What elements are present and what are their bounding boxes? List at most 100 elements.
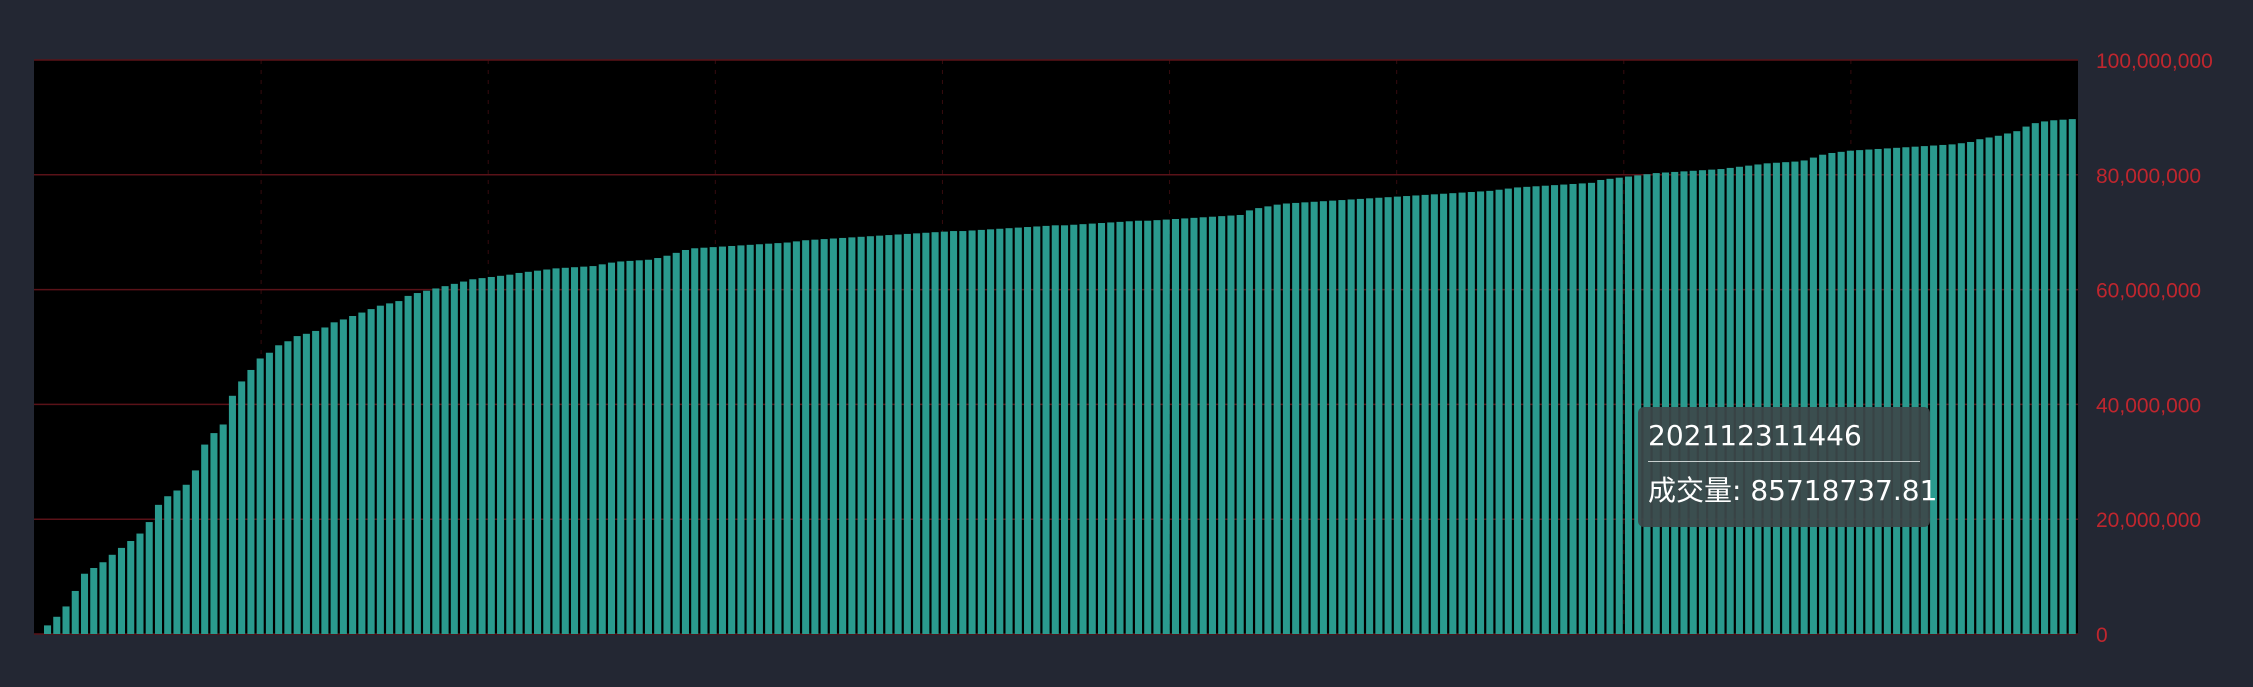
bar[interactable] (80, 573, 89, 634)
bar[interactable] (1162, 219, 1170, 634)
bar[interactable] (1477, 191, 1485, 634)
bar[interactable] (1652, 173, 1660, 634)
bar[interactable] (1846, 150, 1854, 634)
bar[interactable] (154, 504, 162, 634)
bar[interactable] (1883, 148, 1891, 634)
bar[interactable] (1994, 135, 2002, 634)
bar[interactable] (201, 444, 209, 634)
bar[interactable] (330, 322, 338, 634)
bar[interactable] (1282, 203, 1290, 635)
bar[interactable] (284, 341, 292, 634)
bar[interactable] (829, 238, 837, 634)
bar[interactable] (1430, 194, 1438, 634)
bar[interactable] (1957, 143, 1965, 635)
bar[interactable] (1708, 169, 1716, 634)
bar[interactable] (1624, 176, 1633, 634)
bar[interactable] (903, 233, 911, 635)
bar[interactable] (543, 269, 551, 634)
bar[interactable] (117, 547, 126, 634)
bar[interactable] (2041, 121, 2049, 635)
bar[interactable] (922, 232, 930, 634)
bar[interactable] (524, 271, 532, 634)
bar[interactable] (663, 255, 671, 635)
bar[interactable] (1116, 221, 1124, 634)
bar[interactable] (413, 293, 421, 634)
bar[interactable] (1893, 147, 1901, 634)
bar[interactable] (2050, 120, 2058, 634)
bar[interactable] (349, 316, 357, 634)
bar[interactable] (219, 424, 227, 634)
bar[interactable] (1319, 201, 1327, 634)
bar[interactable] (783, 242, 791, 634)
bar[interactable] (950, 231, 958, 635)
bar[interactable] (1042, 225, 1050, 634)
bar[interactable] (1467, 192, 1475, 634)
bar[interactable] (987, 229, 995, 634)
bar[interactable] (1514, 187, 1522, 634)
bar[interactable] (644, 259, 652, 634)
bar[interactable] (1079, 224, 1087, 634)
bar[interactable] (2031, 123, 2039, 634)
bar[interactable] (866, 236, 874, 634)
bar[interactable] (441, 286, 449, 634)
bar[interactable] (959, 231, 967, 635)
bar[interactable] (1560, 184, 1568, 634)
bar[interactable] (1033, 226, 1041, 634)
bar[interactable] (1634, 175, 1642, 634)
bar[interactable] (1486, 190, 1494, 634)
bar[interactable] (885, 235, 893, 634)
bar[interactable] (1772, 162, 1780, 634)
bar[interactable] (1181, 218, 1189, 635)
bar[interactable] (1541, 185, 1549, 634)
bar[interactable] (1292, 202, 1300, 634)
bar[interactable] (1024, 227, 1032, 634)
bar[interactable] (552, 268, 560, 634)
bar[interactable] (1920, 146, 1928, 634)
bar[interactable] (2013, 131, 2021, 634)
bar[interactable] (1144, 220, 1152, 634)
bar[interactable] (1449, 193, 1457, 635)
bar[interactable] (1532, 186, 1540, 634)
bar[interactable] (977, 229, 985, 634)
bar[interactable] (2059, 119, 2067, 634)
bar[interactable] (1070, 224, 1078, 635)
bar[interactable] (1412, 195, 1420, 634)
bar[interactable] (265, 352, 273, 634)
bar[interactable] (1680, 171, 1688, 635)
bar[interactable] (1338, 200, 1346, 634)
bar[interactable] (672, 252, 680, 635)
bar[interactable] (432, 288, 440, 634)
bar[interactable] (598, 264, 606, 634)
bar[interactable] (145, 522, 153, 634)
bar[interactable] (182, 484, 190, 634)
bar[interactable] (570, 267, 579, 634)
bar[interactable] (62, 606, 70, 634)
bar[interactable] (654, 258, 662, 634)
bar[interactable] (1107, 222, 1115, 634)
bar[interactable] (1911, 146, 1919, 635)
bar[interactable] (339, 319, 347, 634)
bar[interactable] (1190, 217, 1198, 634)
bar[interactable] (1366, 198, 1374, 634)
bar[interactable] (876, 235, 884, 634)
bar[interactable] (1745, 165, 1753, 634)
bar[interactable] (1689, 170, 1697, 634)
bar[interactable] (469, 279, 477, 634)
bar[interactable] (755, 244, 763, 634)
bar[interactable] (1856, 150, 1864, 634)
bar[interactable] (1985, 137, 1993, 635)
bar[interactable] (1865, 149, 1873, 635)
bar[interactable] (2068, 119, 2076, 635)
bar[interactable] (1329, 200, 1337, 634)
bar[interactable] (191, 470, 199, 634)
bar[interactable] (1735, 166, 1743, 634)
bar[interactable] (71, 590, 79, 634)
bar[interactable] (1800, 160, 1808, 634)
bar[interactable] (1236, 214, 1244, 635)
bar[interactable] (1384, 197, 1392, 634)
bar[interactable] (1578, 183, 1586, 634)
bar[interactable] (1791, 161, 1799, 634)
bar[interactable] (302, 333, 310, 634)
bar[interactable] (1606, 178, 1614, 634)
bar[interactable] (1597, 179, 1605, 634)
